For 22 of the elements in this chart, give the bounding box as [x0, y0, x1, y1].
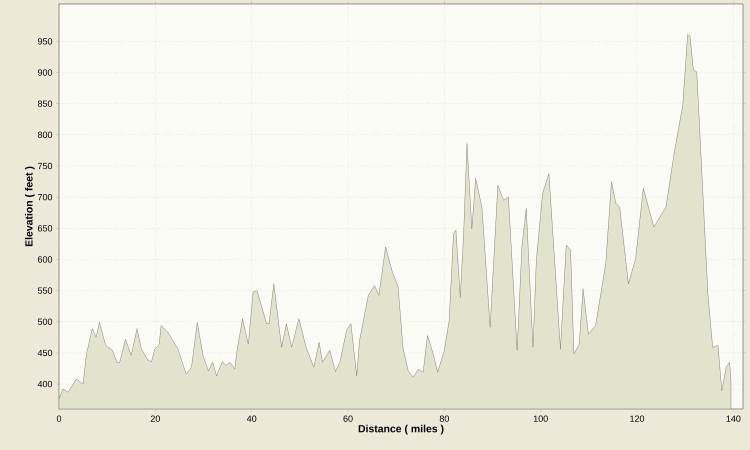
x-axis-title: Distance ( miles ) [358, 424, 444, 434]
y-tick-label: 700 [38, 194, 52, 200]
x-tick-label: 120 [630, 416, 644, 422]
x-tick-label: 100 [534, 416, 548, 422]
x-tick-label: 40 [246, 416, 256, 422]
x-tick-label: 80 [440, 416, 449, 422]
x-tick-label: 60 [343, 416, 353, 422]
y-tick-label: 750 [38, 162, 52, 170]
x-tick-label: 140 [726, 416, 741, 422]
y-tick-label: 900 [38, 69, 52, 76]
y-tick-label: 500 [38, 318, 52, 325]
y-tick-label: 850 [38, 100, 52, 107]
y-tick-label: 450 [38, 350, 52, 356]
y-tick-label: 600 [38, 256, 52, 263]
y-tick-label: 800 [38, 132, 52, 138]
y-tick-label: 650 [38, 225, 52, 232]
x-tick-label: 20 [150, 416, 160, 422]
y-tick-label: 950 [38, 38, 52, 45]
y-tick-label: 400 [38, 380, 52, 388]
y-tick-label: 550 [38, 287, 52, 294]
y-axis-title: Elevation ( feet ) [24, 166, 35, 246]
x-tick-label: 0 [56, 416, 62, 422]
